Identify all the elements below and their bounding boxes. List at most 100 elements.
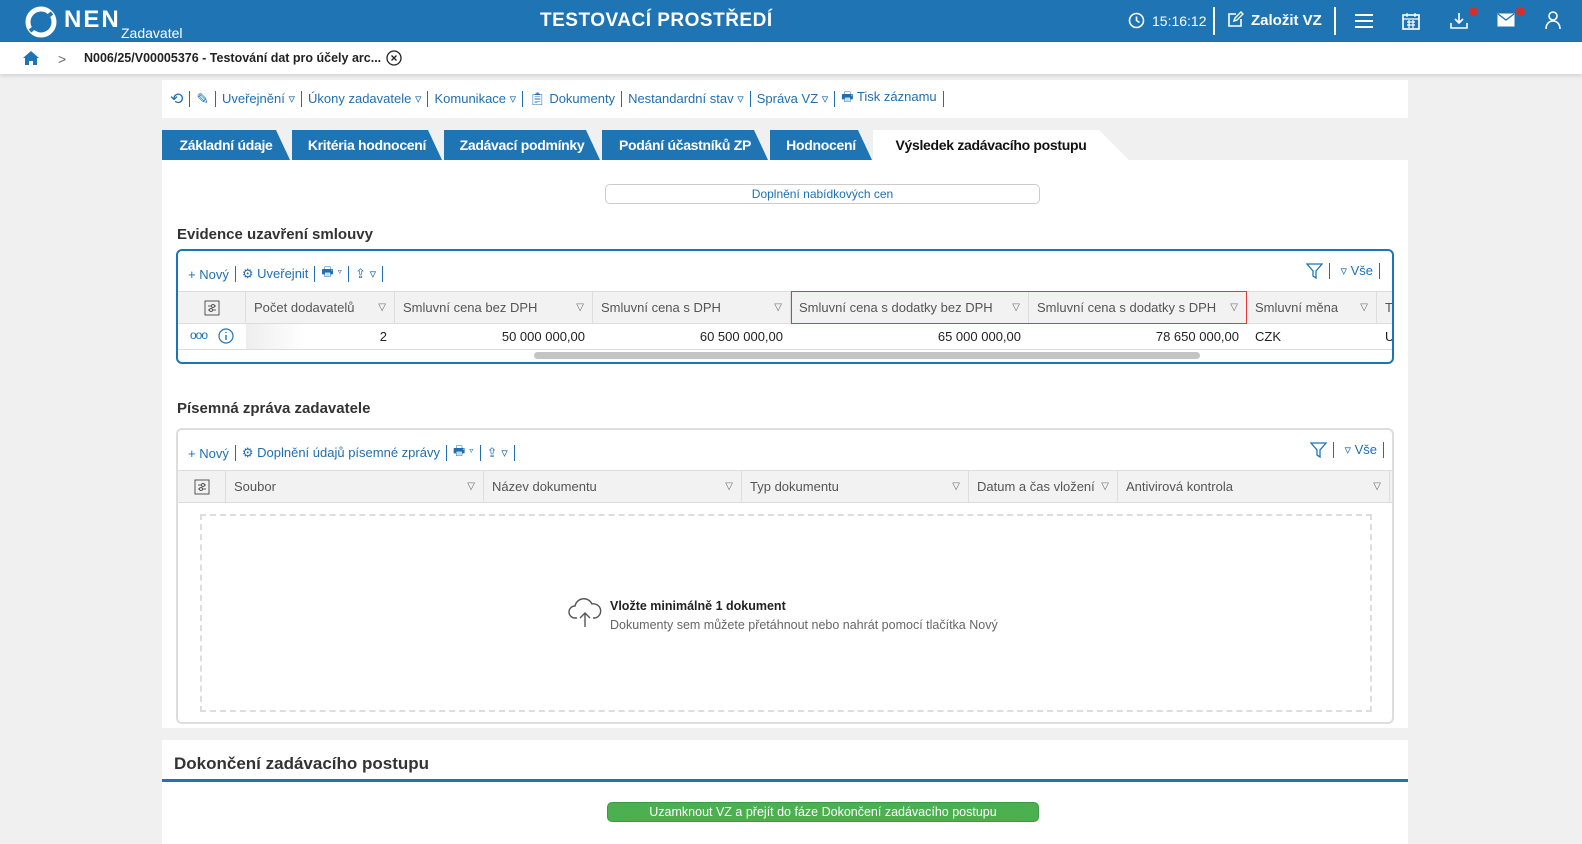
column-pocet-dodavatelu[interactable]: Počet dodavatelů ▽ bbox=[246, 292, 395, 323]
session-time: 15:16:12 bbox=[1152, 13, 1207, 29]
breadcrumb-title[interactable]: N006/25/V00005376 - Testování dat pro úč… bbox=[84, 51, 382, 65]
download-badge bbox=[1469, 7, 1478, 16]
logo-subtitle: Zadavatel bbox=[121, 25, 183, 41]
dropzone-hint: Dokumenty sem můžete přetáhnout nebo nah… bbox=[610, 618, 998, 632]
column-datum-vlozeni[interactable]: Datum a čas vložení ▽ bbox=[969, 471, 1118, 502]
report-grid-toolbar: + Nový ⚙ Doplnění údajů písemné zprávy 🖶… bbox=[188, 442, 521, 464]
grid-filter-controls: ▿ Vše bbox=[1310, 442, 1390, 458]
supplement-prices-button[interactable]: Doplnění nabídkových cen bbox=[605, 184, 1040, 204]
publish-icon: ⚙ bbox=[241, 266, 254, 281]
lock-and-proceed-button[interactable]: Uzamknout VZ a přejít do fáze Dokončení … bbox=[607, 802, 1039, 822]
tab-kriteria-hodnoceni[interactable]: Kritéria hodnocení bbox=[292, 130, 442, 160]
menu-uverejneni[interactable]: Uveřejnění ▿ bbox=[221, 91, 295, 106]
share-icon: ⇪ bbox=[355, 266, 367, 281]
clock-icon bbox=[1128, 12, 1145, 29]
fill-report-button[interactable]: ⚙ Doplnění údajů písemné zprávy bbox=[241, 445, 440, 460]
cloud-upload-icon bbox=[568, 596, 602, 628]
printer-icon: 🖶 bbox=[321, 264, 334, 279]
divider bbox=[162, 779, 1408, 782]
tab-podani-ucastniku[interactable]: Podání účastníků ZP bbox=[602, 130, 768, 160]
download-icon[interactable] bbox=[1450, 12, 1468, 30]
publish-button[interactable]: ⚙ Uveřejnit bbox=[241, 266, 309, 281]
action-toolbar: ⟲ ✎ Uveřejnění ▿ Úkony zadavatele ▿ Komu… bbox=[162, 80, 1408, 118]
menu-komunikace[interactable]: Komunikace ▿ bbox=[434, 91, 517, 106]
report-grid-header: Soubor ▽ Název dokumentu ▽ Typ dokumentu ▽ … bbox=[178, 470, 1392, 503]
contract-section-title: Evidence uzavření smlouvy bbox=[177, 226, 373, 243]
top-header: NEN Zadavatel TESTOVACÍ PROSTŘEDÍ 15:16:… bbox=[0, 0, 1582, 42]
contract-grid-toolbar: + Nový ⚙ Uveřejnit 🖶 ▿ ⇪ ▿ bbox=[188, 263, 389, 285]
menu-ukony-zadavatele[interactable]: Úkony zadavatele ▿ bbox=[308, 91, 422, 106]
filter-icon[interactable] bbox=[1306, 263, 1324, 279]
horizontal-scrollbar[interactable] bbox=[534, 352, 1200, 359]
cell-dodatky-s-dph: 78 650 000,00 bbox=[1155, 329, 1239, 344]
breadcrumb: > N006/25/V00005376 - Testování dat pro … bbox=[0, 42, 1582, 74]
tab-zakladni-udaje[interactable]: Základní údaje bbox=[162, 130, 290, 160]
settings-icon: ⚙ bbox=[241, 445, 254, 460]
report-grid: + Nový ⚙ Doplnění údajů písemné zprávy 🖶… bbox=[176, 428, 1394, 724]
menu-nestandardni-stav[interactable]: Nestandardní stav ▿ bbox=[628, 91, 744, 106]
contract-grid: + Nový ⚙ Uveřejnit 🖶 ▿ ⇪ ▿ ▿ Vše Počet d… bbox=[176, 249, 1394, 364]
contract-grid-header: Počet dodavatelů ▽ Smluvní cena bez DPH ▽ … bbox=[178, 291, 1392, 324]
info-icon[interactable] bbox=[218, 328, 234, 344]
edit-icon bbox=[1228, 11, 1244, 27]
nen-logo-icon[interactable] bbox=[24, 5, 58, 39]
close-icon[interactable] bbox=[386, 50, 402, 66]
table-row[interactable]: ooo 2 50 000 000,00 60 500 000,00 65 000… bbox=[178, 324, 1392, 350]
column-truncated[interactable]: T bbox=[1385, 300, 1393, 315]
all-filter-dropdown[interactable]: ▿ Vše bbox=[1340, 263, 1373, 278]
calendar-icon[interactable] bbox=[1402, 12, 1420, 30]
menu-sprava-vz[interactable]: Správa VZ ▿ bbox=[756, 91, 829, 106]
dropzone-title: Vložte minimálně 1 dokument bbox=[610, 599, 786, 613]
print-dropdown[interactable]: 🖶 ▿ bbox=[321, 264, 343, 279]
create-vz-label: Založit VZ bbox=[1251, 11, 1322, 29]
home-icon[interactable] bbox=[22, 50, 40, 66]
user-icon[interactable] bbox=[1545, 11, 1561, 30]
column-antivirova-kontrola[interactable]: Antivirová kontrola ▽ bbox=[1118, 471, 1390, 502]
new-button[interactable]: + Nový bbox=[188, 266, 229, 282]
mail-badge bbox=[1516, 7, 1525, 16]
cell-cena-s-dph: 60 500 000,00 bbox=[699, 329, 783, 344]
pencil-icon[interactable]: ✎ bbox=[196, 91, 209, 108]
menu-dokumenty[interactable]: 📋︎ Dokumenty bbox=[529, 91, 616, 106]
tab-vysledek-zadavaciho-postupu[interactable]: Výsledek zadávacího postupu bbox=[873, 130, 1129, 160]
row-actions-icon[interactable]: ooo bbox=[190, 328, 208, 342]
export-dropdown[interactable]: ⇪ ▿ bbox=[355, 266, 377, 281]
column-typ-dokumentu[interactable]: Typ dokumentu ▽ bbox=[742, 471, 969, 502]
cell-pocet: 2 bbox=[246, 324, 395, 349]
column-cena-dodatky-bez-dph[interactable]: Smluvní cena s dodatky bez DPH ▽ bbox=[791, 292, 1029, 323]
export-dropdown[interactable]: ⇪ ▿ bbox=[486, 445, 508, 460]
column-settings-icon[interactable] bbox=[178, 292, 246, 323]
tab-zadavaci-podminky[interactable]: Zadávací podmínky bbox=[444, 130, 600, 160]
environment-title: TESTOVACÍ PROSTŘEDÍ bbox=[540, 10, 773, 31]
all-filter-dropdown[interactable]: ▿ Vše bbox=[1344, 442, 1377, 457]
column-smluvni-mena[interactable]: Smluvní měna ▽ bbox=[1247, 292, 1377, 323]
cell-dodatky-bez-dph: 65 000 000,00 bbox=[937, 329, 1021, 344]
finish-title: Dokončení zadávacího postupu bbox=[174, 754, 430, 773]
column-nazev-dokumentu[interactable]: Název dokumentu ▽ bbox=[484, 471, 742, 502]
clipboard-icon: 📋︎ bbox=[529, 91, 546, 106]
create-vz-button[interactable]: Založit VZ bbox=[1226, 11, 1322, 29]
cell-cena-bez-dph: 50 000 000,00 bbox=[501, 329, 585, 344]
cell-mena: CZK bbox=[1255, 329, 1281, 344]
column-settings-icon[interactable] bbox=[178, 471, 226, 502]
column-cena-s-dph[interactable]: Smluvní cena s DPH ▽ bbox=[593, 292, 791, 323]
menu-icon[interactable] bbox=[1355, 13, 1373, 29]
report-section-title: Písemná zpráva zadavatele bbox=[177, 400, 371, 417]
file-dropzone[interactable]: Vložte minimálně 1 dokument Dokumenty se… bbox=[200, 514, 1372, 712]
printer-icon: 🖶 bbox=[841, 89, 854, 104]
highlight-box bbox=[791, 291, 1247, 324]
column-soubor[interactable]: Soubor ▽ bbox=[226, 471, 484, 502]
filter-icon[interactable] bbox=[1310, 442, 1328, 458]
finish-panel: Dokončení zadávacího postupu Uzamknout V… bbox=[162, 740, 1408, 844]
print-dropdown[interactable]: 🖶 ▿ bbox=[452, 443, 474, 458]
printer-icon: 🖶 bbox=[452, 443, 466, 458]
cell-truncated: U bbox=[1385, 329, 1394, 344]
new-button[interactable]: + Nový bbox=[188, 445, 229, 461]
chevron-right-icon: > bbox=[58, 51, 67, 67]
refresh-icon[interactable]: ⟲ bbox=[170, 91, 184, 108]
logo-text: NEN bbox=[64, 6, 121, 33]
column-cena-bez-dph[interactable]: Smluvní cena bez DPH ▽ bbox=[395, 292, 593, 323]
menu-tisk-zaznamu[interactable]: 🖶 Tisk záznamu bbox=[841, 89, 937, 104]
mail-icon[interactable] bbox=[1497, 13, 1515, 27]
tab-hodnoceni[interactable]: Hodnocení bbox=[770, 130, 872, 160]
